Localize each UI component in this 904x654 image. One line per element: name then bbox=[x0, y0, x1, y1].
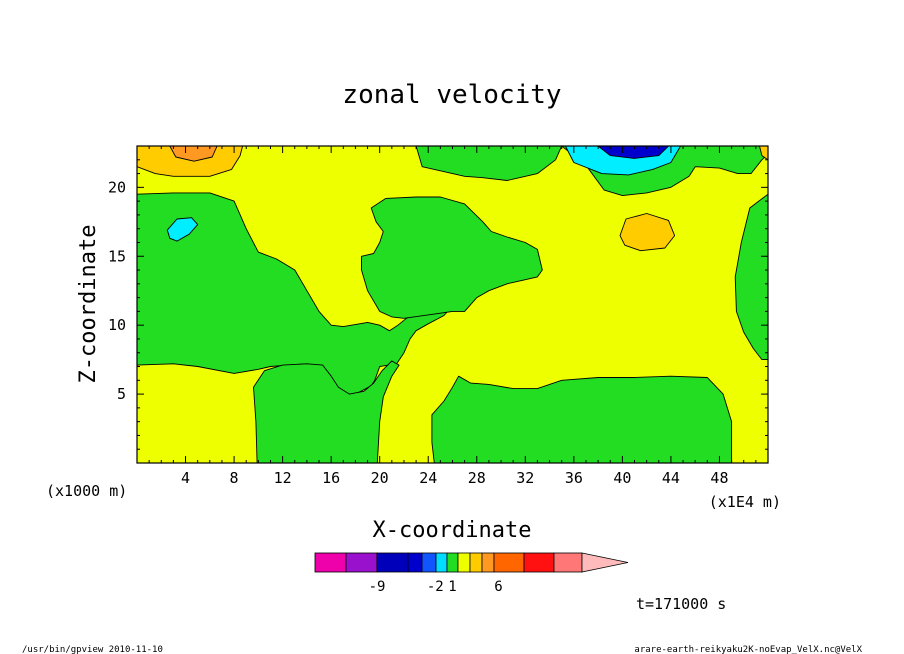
contour-regions bbox=[137, 146, 768, 463]
y-tick-label: 10 bbox=[108, 316, 126, 334]
contour-region-yellow_orange-12 bbox=[759, 146, 768, 161]
colorbar-swatch bbox=[446, 552, 459, 573]
colorbar-swatch bbox=[493, 552, 525, 573]
colorbar-swatch bbox=[314, 552, 347, 573]
contour-region-green-4 bbox=[734, 193, 768, 361]
y-tick-label: 20 bbox=[108, 178, 126, 196]
x-unit-left: (x1000 m) bbox=[46, 482, 127, 500]
contour-region-yellow_orange-11 bbox=[619, 213, 676, 252]
x-tick-label: 40 bbox=[613, 469, 631, 487]
colorbar-arrow bbox=[581, 552, 629, 573]
x-tick-label: 44 bbox=[662, 469, 680, 487]
footer-left: /usr/bin/gpview 2010-11-10 bbox=[22, 645, 163, 654]
colorbar-swatch bbox=[523, 552, 555, 573]
colorbar-swatch bbox=[421, 552, 437, 573]
y-tick-label: 5 bbox=[117, 385, 126, 403]
time-label: t=171000 s bbox=[636, 595, 726, 613]
chart-title: zonal velocity bbox=[342, 80, 561, 110]
x-tick-label: 8 bbox=[230, 469, 239, 487]
colorbar-label: -2 bbox=[427, 579, 444, 595]
colorbar: -9 -2 1 6 bbox=[314, 552, 629, 595]
y-tick-label: 15 bbox=[108, 247, 126, 265]
colorbar-swatch bbox=[345, 552, 378, 573]
x-axis-label: X-coordinate bbox=[373, 518, 532, 543]
contour-region-green-2 bbox=[431, 375, 733, 463]
colorbar-swatch bbox=[469, 552, 483, 573]
footer-right: arare-earth-reikyaku2K-noEvap_VelX.nc@Ve… bbox=[634, 645, 862, 654]
colorbar-swatch bbox=[553, 552, 583, 573]
x-tick-label: 32 bbox=[516, 469, 534, 487]
x-tick-label: 48 bbox=[710, 469, 728, 487]
colorbar-swatch bbox=[376, 552, 409, 573]
x-tick-label: 36 bbox=[565, 469, 583, 487]
colorbar-label: 6 bbox=[494, 579, 502, 595]
colorbar-swatch bbox=[457, 552, 471, 573]
colorbar-swatch bbox=[407, 552, 423, 573]
x-tick-label: 12 bbox=[274, 469, 292, 487]
contour-region-green-5 bbox=[415, 146, 563, 181]
colorbar-label: -9 bbox=[369, 579, 386, 595]
colorbar-swatch bbox=[435, 552, 448, 573]
x-tick-label: 16 bbox=[322, 469, 340, 487]
x-tick-label: 28 bbox=[468, 469, 486, 487]
x-unit-right: (x1E4 m) bbox=[709, 493, 781, 511]
contour-region-green-1 bbox=[253, 360, 400, 463]
x-tick-label: 4 bbox=[181, 469, 190, 487]
y-axis-label: Z-coordinate bbox=[76, 225, 101, 384]
x-tick-label: 24 bbox=[419, 469, 437, 487]
colorbar-label: 1 bbox=[448, 579, 456, 595]
colorbar-swatch bbox=[481, 552, 495, 573]
contour-region-orange-13 bbox=[169, 146, 218, 162]
contour-region-green-6 bbox=[361, 196, 543, 319]
contour-region-yellow_orange-10 bbox=[137, 146, 244, 177]
x-tick-label: 20 bbox=[371, 469, 389, 487]
contour-region-cyan-7 bbox=[166, 217, 199, 242]
contour-region-blue-9 bbox=[597, 146, 669, 159]
